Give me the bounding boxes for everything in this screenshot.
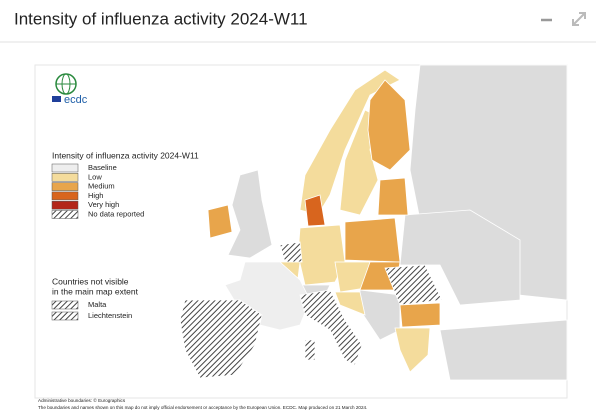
logo-text: ecdc [64,94,88,106]
legend-swatch [51,163,79,173]
country [304,339,316,361]
country [394,327,431,373]
expand-icon[interactable] [572,12,586,26]
logo: ecdc [52,73,88,106]
inset-label: Liechtenstein [88,311,132,320]
inset-swatch [51,300,79,310]
country [399,302,441,328]
country [377,177,409,216]
legend-label: High [88,191,103,200]
inset-title: Countries not visible [52,276,129,286]
legend-label: Medium [88,182,115,191]
legend-label: Very high [88,200,119,209]
legend-swatch [51,173,79,182]
country [207,204,233,239]
inset-title: in the main map extent [52,286,139,296]
country [227,169,273,259]
legend-swatch [51,200,79,210]
country [299,69,401,216]
legend-swatch [51,182,79,191]
legend-label: No data reported [88,209,144,218]
country [179,299,263,379]
country [334,291,366,316]
country [367,79,411,171]
country [304,194,326,227]
legend-label: Baseline [88,163,117,172]
inset-swatch [51,311,79,321]
footer-note: Administrative boundaries: © Eurographic… [38,397,126,403]
country [279,241,303,263]
legend-swatch [51,191,79,201]
country [399,209,521,306]
panel-title: Intensity of influenza activity 2024-W11 [14,9,308,28]
country [299,289,363,366]
legend-swatch [51,210,79,219]
footer: Administrative boundaries: © Eurographic… [38,397,367,410]
inset-label: Malta [88,300,107,309]
footer-note: The boundaries and names shown on this m… [38,405,367,410]
legend-title: Intensity of influenza activity 2024-W11 [52,150,199,160]
legend-label: Low [88,172,102,181]
legend: Intensity of influenza activity 2024-W11… [51,150,199,219]
country [439,319,568,381]
map [34,64,568,399]
country [384,264,443,306]
country [344,217,401,263]
